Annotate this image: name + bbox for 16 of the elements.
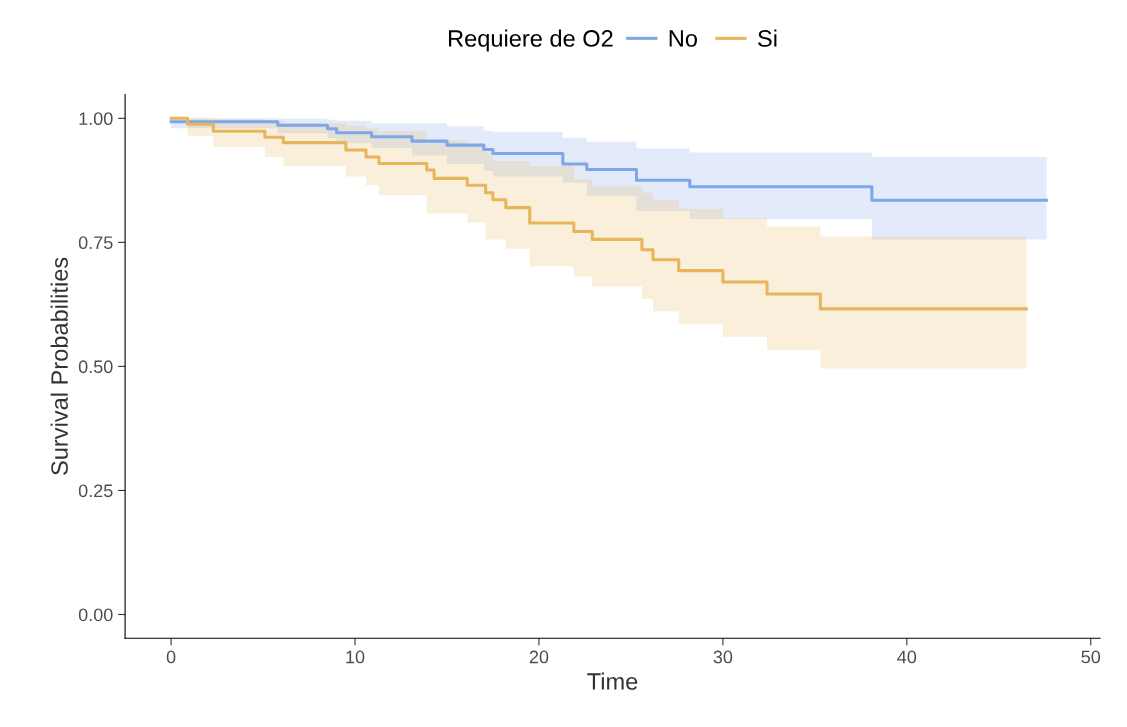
x-tick-label: 10 bbox=[346, 650, 365, 664]
x-tick-label: 40 bbox=[897, 650, 917, 664]
y-tick-label: 0.00 bbox=[78, 608, 113, 622]
y-tick-label: 0.75 bbox=[78, 236, 113, 250]
x-tick-label: 20 bbox=[529, 650, 549, 664]
legend-label: No bbox=[669, 30, 697, 47]
x-tick-label: 30 bbox=[713, 650, 733, 664]
y-axis-title: Survival Probabilities bbox=[50, 257, 68, 475]
legend-title: Requiere de O2 bbox=[449, 29, 613, 52]
x-tick-label: 50 bbox=[1081, 650, 1101, 664]
y-tick-label: 0.25 bbox=[78, 484, 113, 498]
x-axis-title: Time bbox=[587, 672, 638, 690]
x-tick-label: 0 bbox=[166, 650, 176, 664]
legend-label: Si bbox=[758, 29, 777, 47]
y-tick-label: 1.00 bbox=[79, 112, 113, 126]
y-tick-label: 0.50 bbox=[78, 360, 113, 374]
